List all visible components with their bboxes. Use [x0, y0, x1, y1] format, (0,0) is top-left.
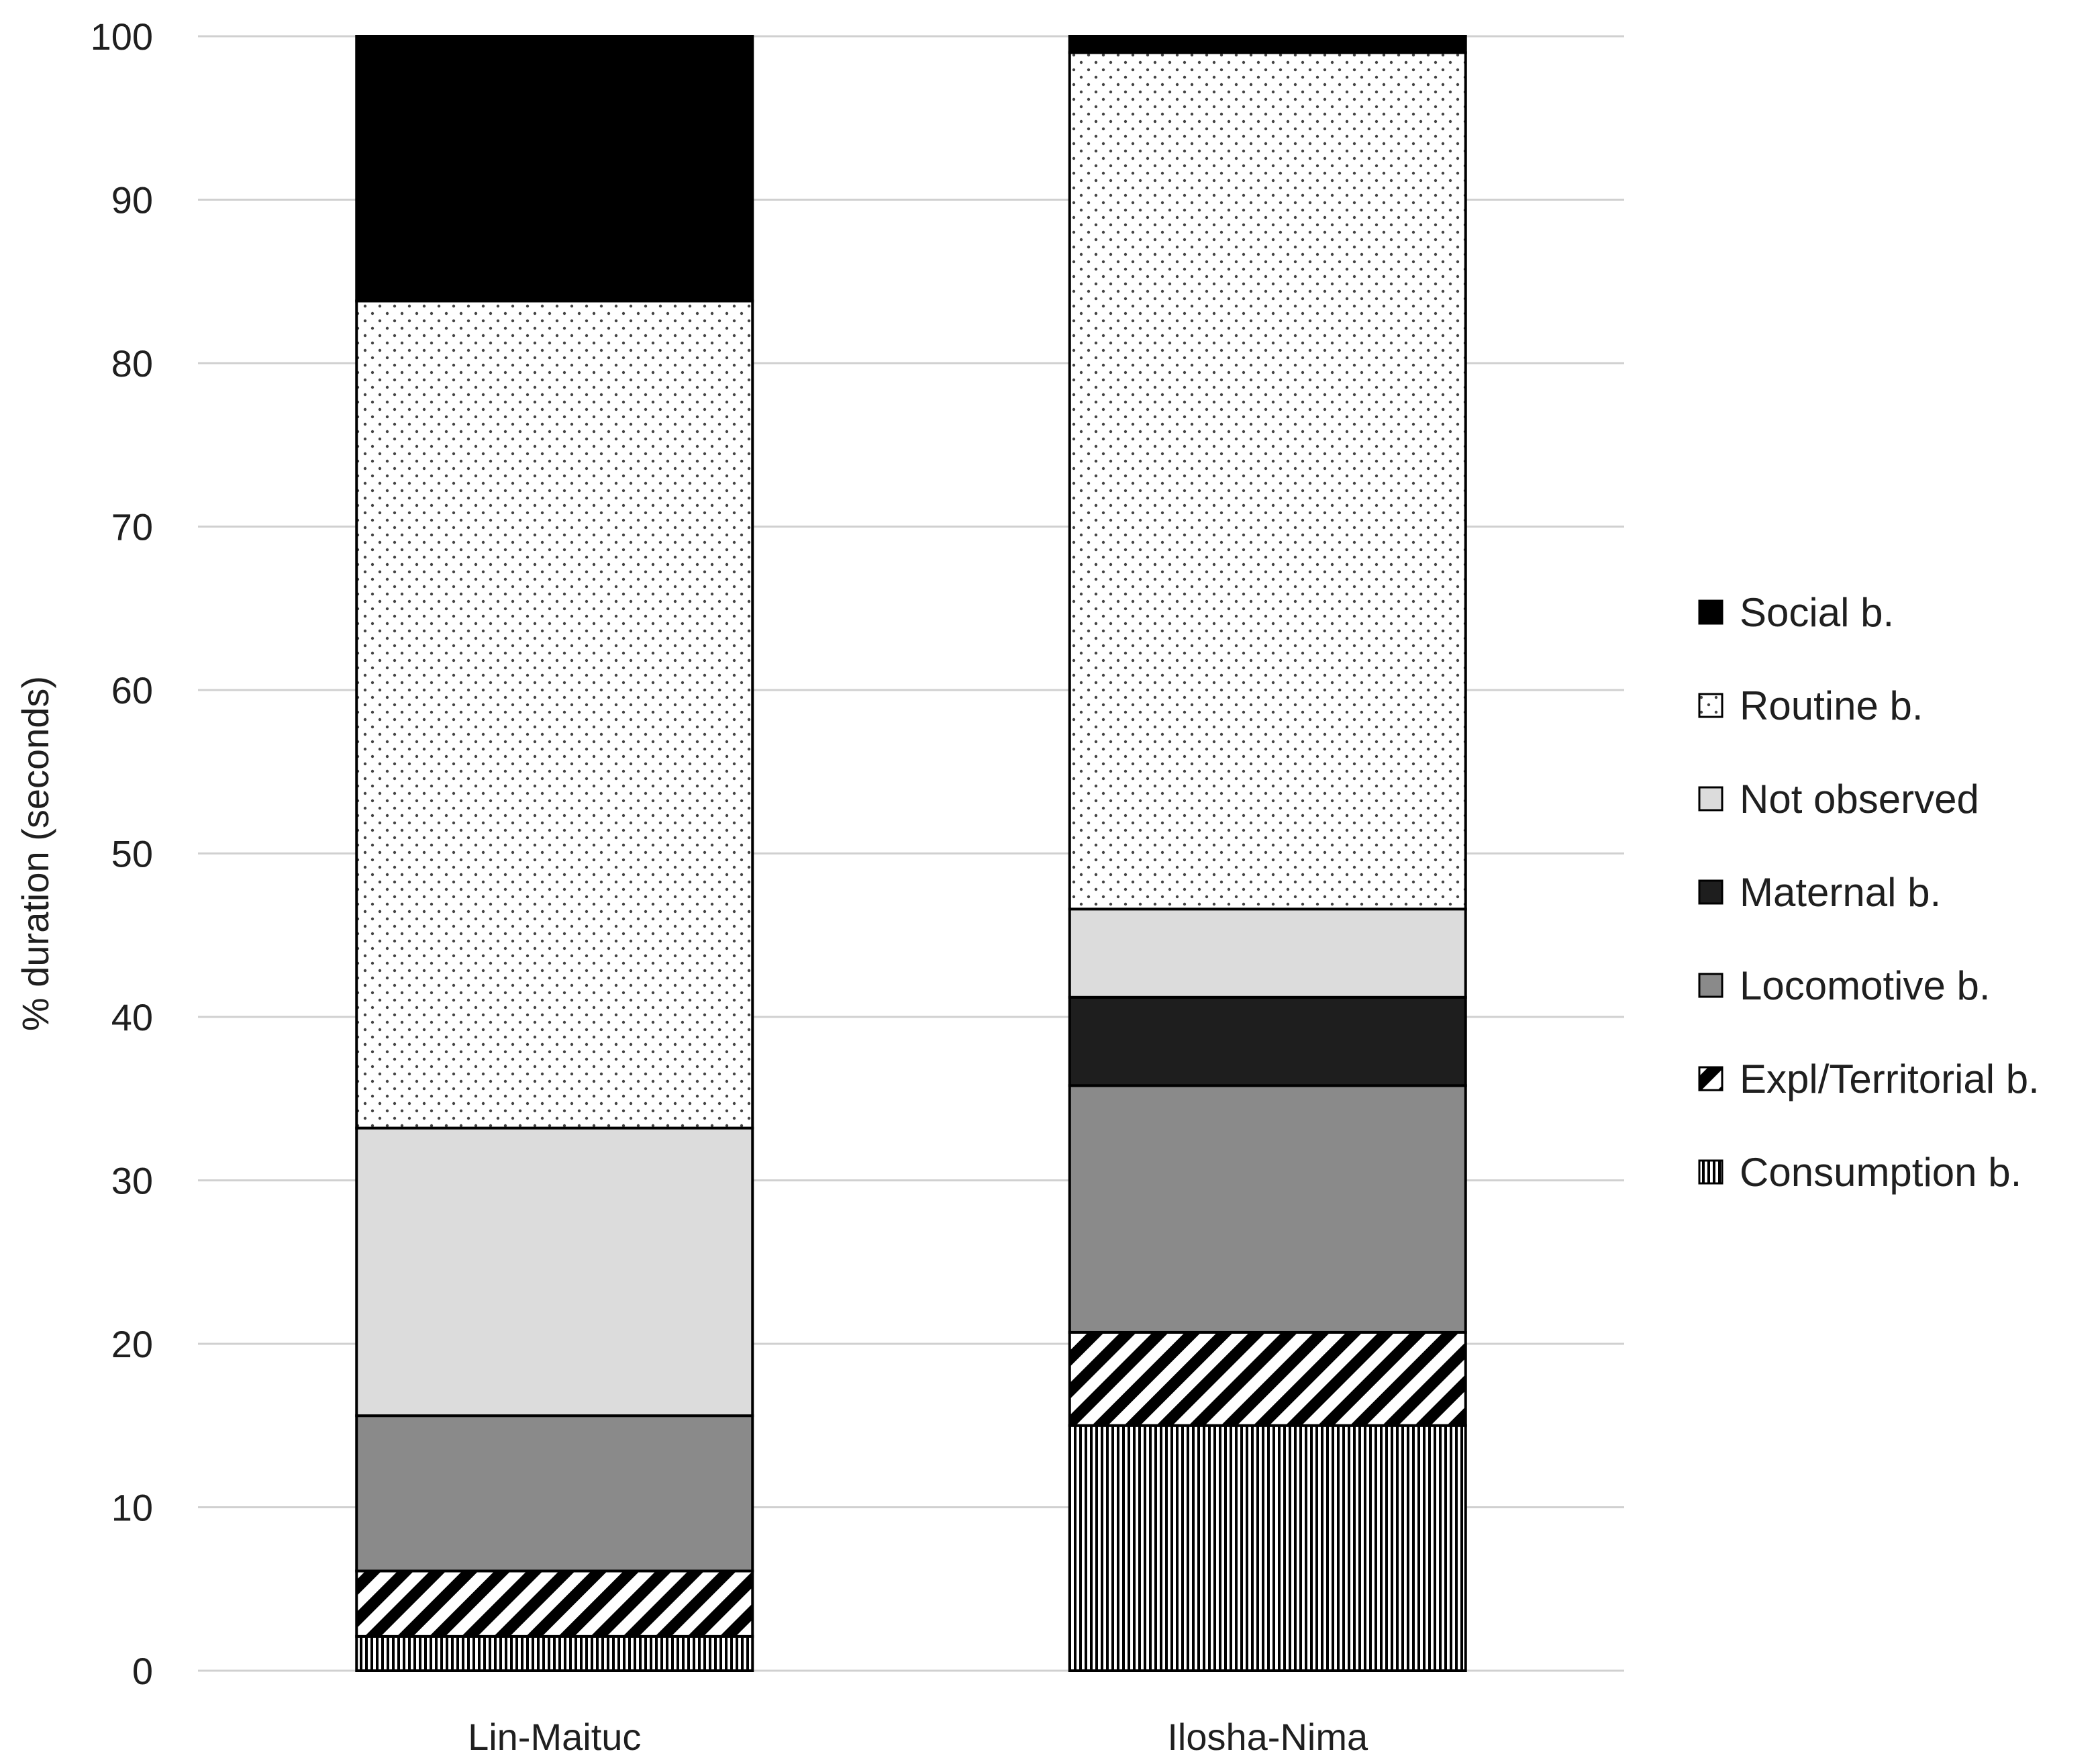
bars [355, 35, 1467, 1672]
bar-segment-not-observed [355, 1126, 754, 1418]
legend-swatch-consumption-b [1698, 1159, 1723, 1185]
legend-label: Expl/Territorial b. [1740, 1057, 2040, 1101]
y-tick-label: 40 [111, 996, 153, 1038]
bar-segment-locomotive-b [355, 1414, 754, 1573]
legend: Social b. Routine b. Not observed Maternal … [1698, 590, 2040, 1195]
bar-segment-expl-territorial-b [355, 1569, 754, 1638]
x-axis: Lin-Maituc Ilosha-Nima [468, 1716, 1368, 1758]
bar-segment-locomotive-b [1068, 1084, 1467, 1334]
y-tick-label: 10 [111, 1487, 153, 1529]
legend-swatch-maternal-b [1698, 879, 1723, 905]
y-tick-label: 60 [111, 669, 153, 712]
bar-segment-routine-b [1068, 51, 1467, 911]
bar-segment-maternal-b [1068, 995, 1467, 1087]
legend-label: Locomotive b. [1740, 963, 1991, 1008]
legend-swatch-not-observed [1698, 786, 1723, 812]
y-tick-label: 30 [111, 1160, 153, 1202]
legend-swatch-social-b [1698, 599, 1723, 625]
legend-swatch-expl-territorial-b [1698, 1066, 1723, 1091]
bar-segment-social-b [355, 35, 754, 303]
y-tick-label: 100 [91, 15, 153, 58]
bar-segment-expl-territorial-b [1068, 1330, 1467, 1427]
legend-label: Not observed [1740, 777, 1979, 822]
bar-segment-consumption-b [1068, 1424, 1467, 1672]
bar-segment-routine-b [355, 299, 754, 1130]
legend-swatch-locomotive-b [1698, 973, 1723, 998]
legend-label: Routine b. [1740, 683, 1923, 728]
y-tick-label: 0 [132, 1650, 153, 1692]
bar-segment-not-observed [1068, 908, 1467, 999]
y-tick-label: 50 [111, 833, 153, 875]
legend-label: Maternal b. [1740, 870, 1941, 915]
y-axis-title: % duration (seconds) [14, 676, 56, 1031]
x-tick-label: Lin-Maituc [468, 1716, 641, 1758]
legend-swatch-routine-b [1698, 693, 1723, 718]
y-tick-label: 70 [111, 506, 153, 548]
legend-label: Social b. [1740, 590, 1894, 635]
y-tick-label: 20 [111, 1323, 153, 1365]
legend-label: Consumption b. [1740, 1150, 2021, 1195]
x-tick-label: Ilosha-Nima [1167, 1716, 1368, 1758]
y-tick-label: 80 [111, 342, 153, 385]
y-axis: 0 10 20 30 40 50 60 70 80 90 100 [91, 15, 153, 1692]
bar-segment-consumption-b [355, 1634, 754, 1672]
bar-segment-social-b [1068, 35, 1467, 54]
y-tick-label: 90 [111, 179, 153, 222]
